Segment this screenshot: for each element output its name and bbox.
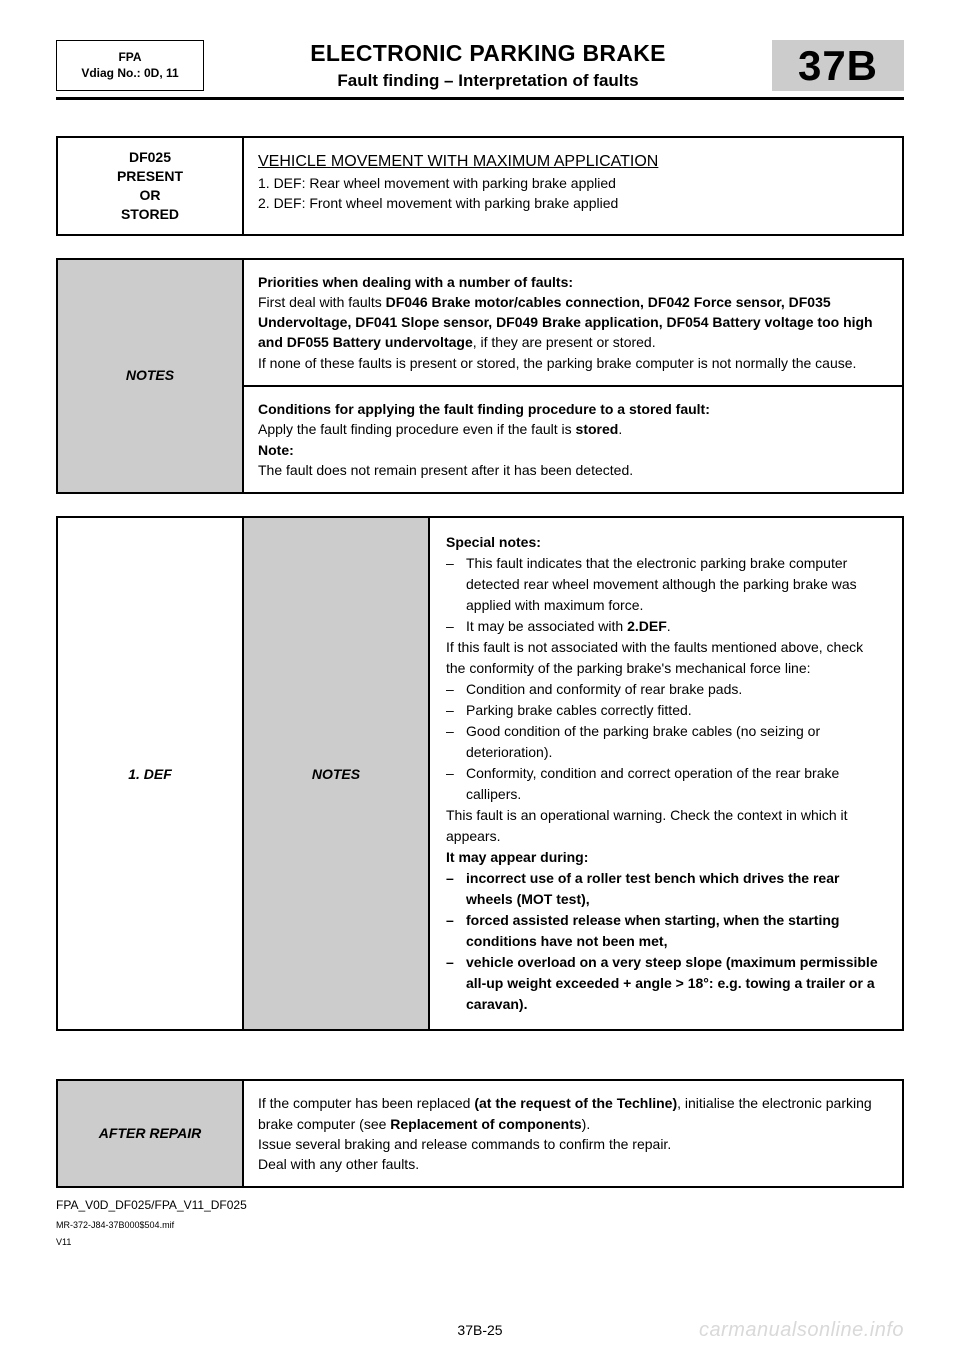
- notes-priorities-heading: Priorities when dealing with a number of…: [258, 274, 573, 290]
- notes-label-cell: NOTES: [58, 260, 244, 493]
- notes-conditions-heading: Conditions for applying the fault findin…: [258, 401, 710, 417]
- def-col3: Special notes: This fault indicates that…: [430, 518, 902, 1029]
- after-repair-line3: Deal with any other faults.: [258, 1154, 888, 1174]
- notes-cond-line1b: stored: [576, 421, 619, 437]
- ar-l1-bold2: Replacement of components: [390, 1116, 581, 1132]
- watermark: carmanualsonline.info: [699, 1319, 904, 1342]
- ar-l1-pre: If the computer has been replaced: [258, 1095, 474, 1111]
- header-subtitle: Fault finding – Interpretation of faults: [212, 71, 764, 91]
- def-bullets2: Condition and conformity of rear brake p…: [446, 679, 886, 805]
- def-2def-bold: 2.DEF: [627, 618, 667, 634]
- fault-desc-cell: VEHICLE MOVEMENT WITH MAXIMUM APPLICATIO…: [244, 138, 902, 234]
- header-code: 37B: [798, 42, 878, 90]
- ar-l1-bold: (at the request of the Techline): [474, 1095, 677, 1111]
- notes-cond-line1c: .: [618, 421, 622, 437]
- def-bullet1-1-text: It may be associated with: [466, 618, 627, 634]
- header-code-box: 37B: [772, 40, 904, 91]
- def-bullet1-0: This fault indicates that the electronic…: [446, 553, 886, 616]
- def-appear-heading: It may appear during:: [446, 849, 588, 865]
- header-title: ELECTRONIC PARKING BRAKE: [212, 40, 764, 67]
- notes-line-pre: First deal with faults: [258, 294, 386, 310]
- def-bullet2-3: Conformity, condition and correct operat…: [446, 763, 886, 805]
- notes-priorities-text: First deal with faults DF046 Brake motor…: [258, 292, 888, 353]
- ref-line: FPA_V0D_DF025/FPA_V11_DF025: [56, 1198, 904, 1212]
- after-repair-text: If the computer has been replaced (at th…: [244, 1081, 902, 1186]
- fault-def1: 1. DEF: Rear wheel movement with parking…: [258, 173, 888, 193]
- header-vdiag: Vdiag No.: 0D, 11: [61, 66, 199, 82]
- page-header: FPA Vdiag No.: 0D, 11 ELECTRONIC PARKING…: [56, 40, 904, 100]
- footer-ver: V11: [56, 1237, 904, 1248]
- page: FPA Vdiag No.: 0D, 11 ELECTRONIC PARKING…: [0, 0, 960, 1358]
- def-bullet2-0: Condition and conformity of rear brake p…: [446, 679, 886, 700]
- notes-note-label: Note:: [258, 442, 294, 458]
- ar-l1-end: ).: [582, 1116, 591, 1132]
- fault-header-block: DF025 PRESENT OR STORED VEHICLE MOVEMENT…: [56, 136, 904, 236]
- notes-line-post: , if they are present or stored.: [473, 334, 656, 350]
- def-bullet1-1: It may be associated with 2.DEF.: [446, 616, 886, 637]
- fault-title: VEHICLE MOVEMENT WITH MAXIMUM APPLICATIO…: [258, 150, 888, 173]
- notes-line2: If none of these faults is present or st…: [258, 353, 888, 373]
- header-left-box: FPA Vdiag No.: 0D, 11: [56, 40, 204, 91]
- after-repair-label: AFTER REPAIR: [58, 1081, 244, 1186]
- after-repair-line2: Issue several braking and release comman…: [258, 1134, 888, 1154]
- notes-right: Priorities when dealing with a number of…: [244, 260, 902, 493]
- def-bullet3-0: incorrect use of a roller test bench whi…: [446, 868, 886, 910]
- def-bullet3-1: forced assisted release when starting, w…: [446, 910, 886, 952]
- fault-code-cell: DF025 PRESENT OR STORED: [58, 138, 244, 234]
- def-block: 1. DEF NOTES Special notes: This fault i…: [56, 516, 904, 1031]
- header-fpa: FPA: [61, 50, 199, 66]
- def-col2: NOTES: [244, 518, 430, 1029]
- footer-mif: MR-372-J84-37B000$504.mif: [56, 1220, 904, 1231]
- after-repair-line1: If the computer has been replaced (at th…: [258, 1093, 888, 1134]
- fault-def2: 2. DEF: Front wheel movement with parkin…: [258, 193, 888, 213]
- notes-cond-line1a: Apply the fault finding procedure even i…: [258, 421, 576, 437]
- def-after-b2: This fault is an operational warning. Ch…: [446, 805, 886, 847]
- notes-note-text: The fault does not remain present after …: [258, 460, 888, 480]
- notes-bottom: Conditions for applying the fault findin…: [244, 387, 902, 492]
- def-bullets1: This fault indicates that the electronic…: [446, 553, 886, 637]
- def-col1: 1. DEF: [58, 518, 244, 1029]
- header-middle: ELECTRONIC PARKING BRAKE Fault finding –…: [204, 40, 772, 91]
- after-repair-block: AFTER REPAIR If the computer has been re…: [56, 1079, 904, 1188]
- def-after-b1: If this fault is not associated with the…: [446, 637, 886, 679]
- special-notes-label: Special notes:: [446, 534, 541, 550]
- notes-top: Priorities when dealing with a number of…: [244, 260, 902, 387]
- notes-block: NOTES Priorities when dealing with a num…: [56, 258, 904, 495]
- def-bullet3-2: vehicle overload on a very steep slope (…: [446, 952, 886, 1015]
- notes-cond-line1: Apply the fault finding procedure even i…: [258, 419, 888, 439]
- def-bullets3: incorrect use of a roller test bench whi…: [446, 868, 886, 1015]
- def-bullet2-1: Parking brake cables correctly fitted.: [446, 700, 886, 721]
- def-bullet2-2: Good condition of the parking brake cabl…: [446, 721, 886, 763]
